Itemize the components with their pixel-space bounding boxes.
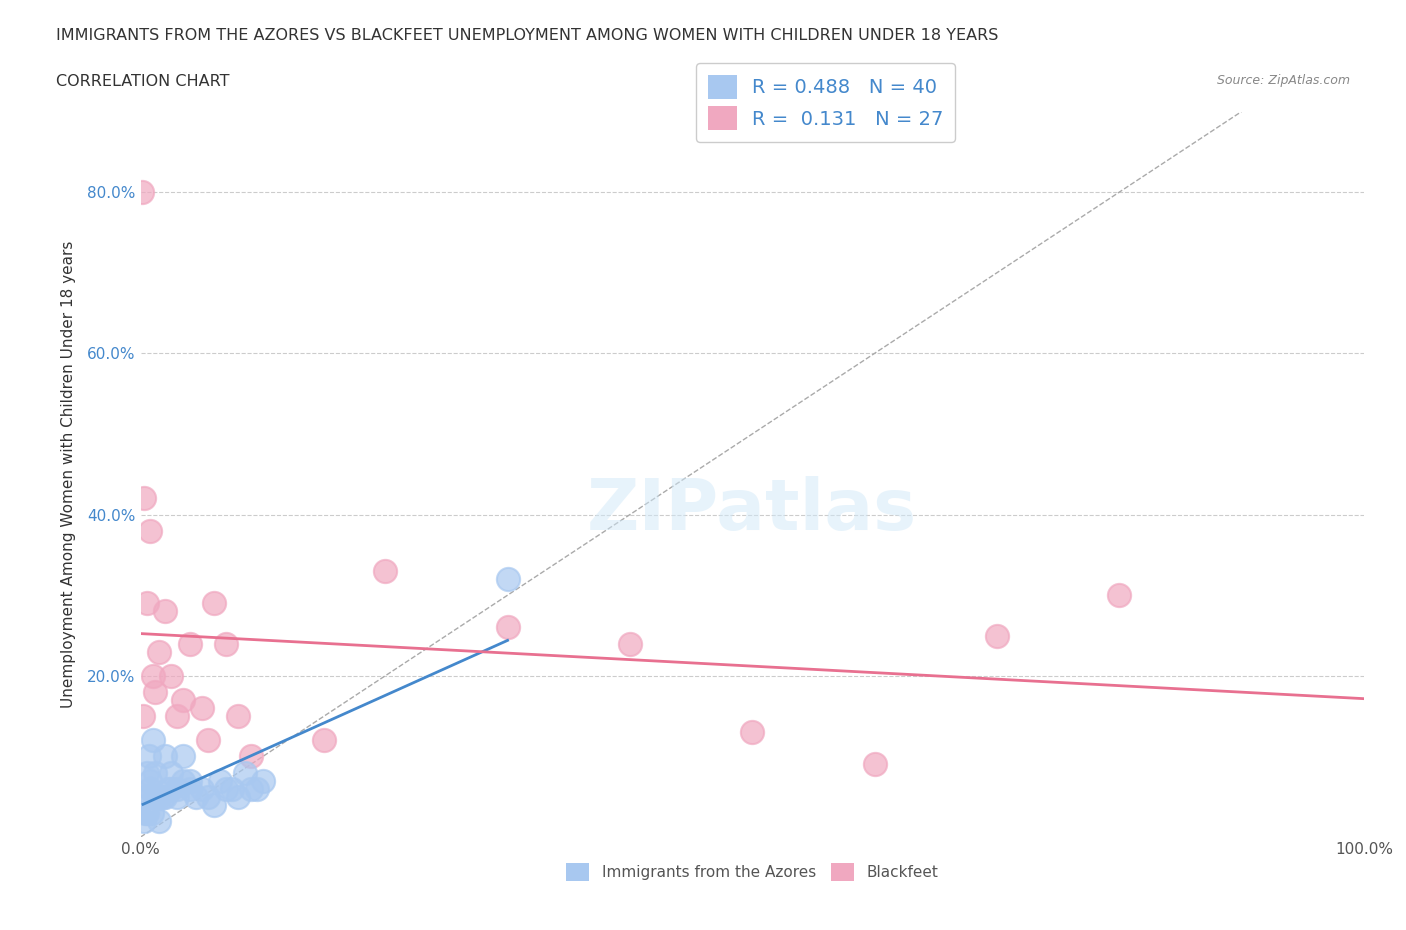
Point bbox=[141, 805, 163, 820]
Legend: Immigrants from the Azores, Blackfeet: Immigrants from the Azores, Blackfeet bbox=[560, 857, 945, 887]
Point bbox=[152, 790, 174, 804]
Point bbox=[136, 790, 159, 804]
Point bbox=[179, 781, 201, 796]
Point bbox=[142, 733, 165, 748]
Point bbox=[153, 749, 176, 764]
Text: IMMIGRANTS FROM THE AZORES VS BLACKFEET UNEMPLOYMENT AMONG WOMEN WITH CHILDREN U: IMMIGRANTS FROM THE AZORES VS BLACKFEET … bbox=[56, 28, 998, 43]
Point bbox=[172, 773, 194, 788]
Point bbox=[191, 700, 214, 715]
Point bbox=[138, 749, 160, 764]
Point bbox=[134, 491, 156, 506]
Point bbox=[215, 636, 238, 651]
Point bbox=[166, 790, 188, 804]
Point bbox=[148, 790, 170, 804]
Point bbox=[148, 644, 170, 659]
Point bbox=[131, 185, 153, 200]
Point bbox=[239, 781, 262, 796]
Point bbox=[135, 765, 157, 780]
Point bbox=[863, 757, 886, 772]
Point bbox=[135, 596, 157, 611]
Point bbox=[143, 684, 166, 699]
Point bbox=[139, 524, 162, 538]
Point bbox=[619, 636, 641, 651]
Point bbox=[172, 693, 194, 708]
Point bbox=[139, 781, 162, 796]
Point bbox=[233, 765, 256, 780]
Point bbox=[496, 620, 519, 635]
Point bbox=[184, 790, 207, 804]
Point bbox=[209, 773, 232, 788]
Point bbox=[179, 773, 201, 788]
Point bbox=[143, 790, 166, 804]
Point bbox=[179, 636, 201, 651]
Point bbox=[134, 805, 156, 820]
Point bbox=[197, 790, 219, 804]
Point bbox=[160, 669, 183, 684]
Point bbox=[132, 709, 155, 724]
Point bbox=[142, 669, 165, 684]
Point bbox=[312, 733, 335, 748]
Point bbox=[1108, 588, 1130, 603]
Point bbox=[252, 773, 274, 788]
Point bbox=[228, 709, 250, 724]
Point bbox=[160, 781, 183, 796]
Point bbox=[239, 749, 262, 764]
Point bbox=[215, 781, 238, 796]
Point bbox=[202, 797, 225, 812]
Point bbox=[197, 733, 219, 748]
Point bbox=[166, 781, 188, 796]
Point bbox=[986, 628, 1008, 643]
Point bbox=[374, 564, 396, 578]
Point bbox=[153, 790, 176, 804]
Point bbox=[221, 781, 243, 796]
Point bbox=[166, 709, 188, 724]
Point bbox=[160, 765, 183, 780]
Point bbox=[134, 814, 156, 829]
Text: ZIPatlas: ZIPatlas bbox=[588, 476, 917, 545]
Y-axis label: Unemployment Among Women with Children Under 18 years: Unemployment Among Women with Children U… bbox=[60, 241, 76, 708]
Point bbox=[246, 781, 269, 796]
Point bbox=[153, 604, 176, 618]
Point bbox=[143, 765, 166, 780]
Point bbox=[148, 814, 170, 829]
Text: Source: ZipAtlas.com: Source: ZipAtlas.com bbox=[1216, 74, 1350, 87]
Point bbox=[172, 749, 194, 764]
Point bbox=[741, 724, 763, 739]
Point bbox=[135, 805, 157, 820]
Point bbox=[202, 596, 225, 611]
Point bbox=[228, 790, 250, 804]
Point bbox=[496, 572, 519, 587]
Point bbox=[132, 790, 155, 804]
Point bbox=[191, 781, 214, 796]
Text: CORRELATION CHART: CORRELATION CHART bbox=[56, 74, 229, 89]
Point bbox=[156, 781, 179, 796]
Point bbox=[139, 773, 162, 788]
